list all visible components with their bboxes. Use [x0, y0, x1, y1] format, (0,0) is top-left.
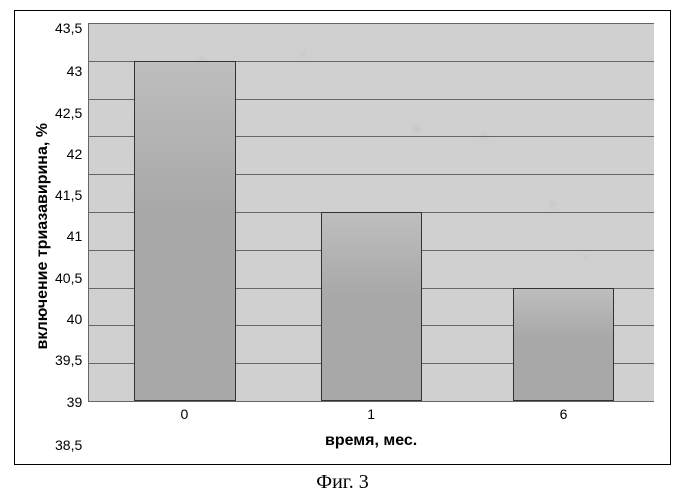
x-tick-label: 1	[367, 406, 375, 422]
figure-caption: Фиг. 3	[14, 471, 671, 494]
plot-column: 0 1 6 время, мес.	[88, 23, 654, 450]
plot-area	[88, 23, 654, 402]
y-axis-label: включение триазавирина, %	[31, 23, 55, 450]
data-bar	[134, 61, 236, 401]
y-tick-label: 43	[67, 64, 83, 78]
data-bar	[321, 212, 423, 401]
x-tick-label: 6	[560, 406, 568, 422]
x-axis-label: время, мес.	[88, 432, 654, 450]
chart-horizontal-layout: включение триазавирина, % 43,5 43 42,5 42 41…	[31, 23, 654, 450]
y-tick-label: 43,5	[55, 21, 82, 35]
chart-frame: включение триазавирина, % 43,5 43 42,5 42 41…	[14, 10, 671, 465]
x-axis-label-text: время, мес.	[325, 432, 417, 449]
y-tick-label: 42,5	[55, 106, 82, 120]
y-tick-label: 41	[67, 229, 83, 243]
x-axis-ticks: 0 1 6	[88, 406, 654, 426]
data-bar	[513, 288, 615, 401]
y-axis-label-text: включение триазавирина, %	[34, 123, 52, 349]
y-tick-label: 41,5	[55, 188, 82, 202]
x-tick-label: 0	[181, 406, 189, 422]
y-tick-label: 39	[67, 395, 83, 409]
figure-wrapper: включение триазавирина, % 43,5 43 42,5 42 41…	[0, 0, 685, 500]
y-tick-label: 40,5	[55, 271, 82, 285]
gridline	[89, 401, 654, 402]
y-tick-label: 38,5	[55, 438, 82, 452]
y-tick-label: 40	[67, 312, 83, 326]
y-tick-label: 39,5	[55, 353, 82, 367]
y-axis-ticks: 43,5 43 42,5 42 41,5 41 40,5 40 39,5 39 38,5	[55, 23, 88, 450]
gridline	[89, 23, 654, 24]
y-tick-label: 42	[67, 147, 83, 161]
figure-caption-text: Фиг. 3	[316, 471, 368, 493]
